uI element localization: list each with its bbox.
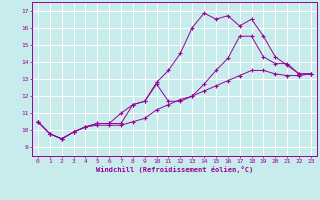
X-axis label: Windchill (Refroidissement éolien,°C): Windchill (Refroidissement éolien,°C) <box>96 166 253 173</box>
